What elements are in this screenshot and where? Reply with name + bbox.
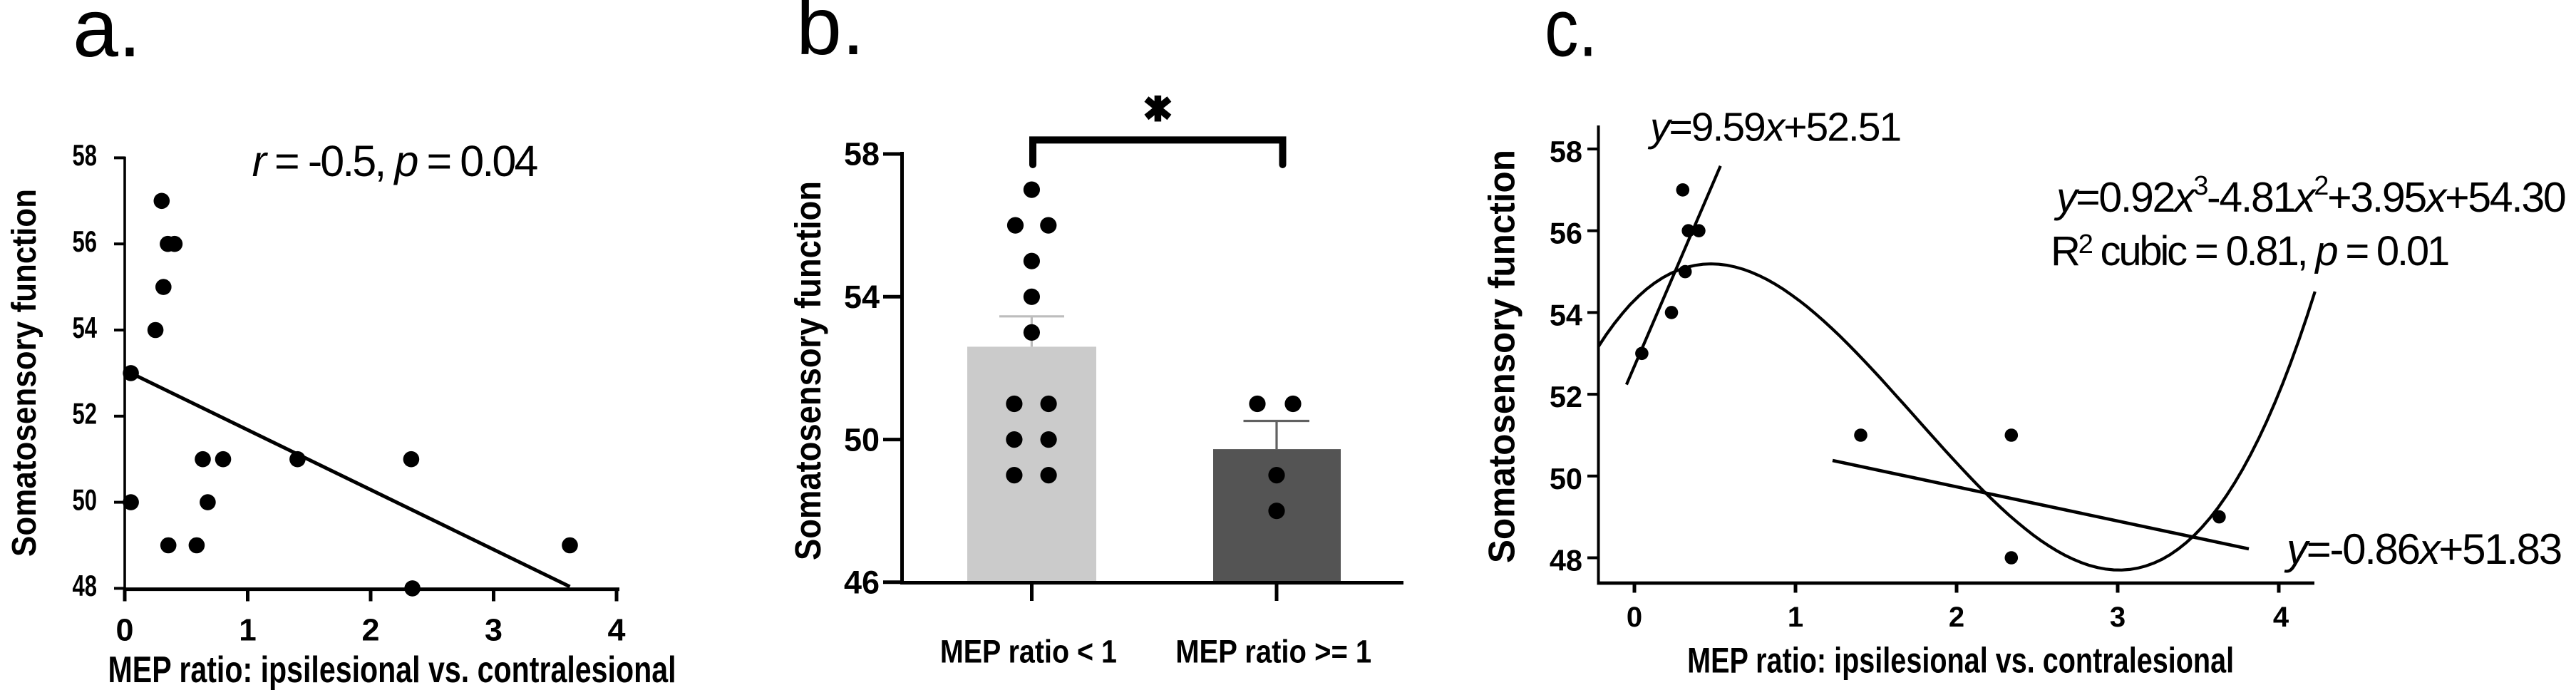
svg-text:58: 58 bbox=[73, 138, 98, 172]
svg-text:52: 52 bbox=[1550, 380, 1582, 413]
svg-text:0: 0 bbox=[116, 612, 134, 647]
svg-text:Somatosensory function: Somatosensory function bbox=[6, 189, 43, 557]
svg-text:54: 54 bbox=[844, 279, 880, 315]
svg-text:3: 3 bbox=[485, 612, 503, 647]
svg-text:0: 0 bbox=[1627, 602, 1642, 633]
svg-text:4: 4 bbox=[2273, 602, 2289, 633]
svg-text:2: 2 bbox=[1949, 602, 1964, 633]
svg-text:a.: a. bbox=[73, 0, 141, 74]
svg-text:MEP ratio: ipsilesional vs. co: MEP ratio: ipsilesional vs. contralesion… bbox=[108, 649, 676, 691]
svg-text:y=9.59x+52.51: y=9.59x+52.51 bbox=[1647, 105, 1900, 150]
svg-text:52: 52 bbox=[73, 397, 98, 431]
svg-text:54: 54 bbox=[73, 311, 98, 344]
svg-text:56: 56 bbox=[1550, 217, 1582, 250]
svg-text:46: 46 bbox=[844, 565, 880, 601]
svg-text:b.: b. bbox=[796, 0, 865, 72]
svg-text:Somatosensory function: Somatosensory function bbox=[788, 181, 828, 560]
svg-text:r = -0.5, p = 0.04: r = -0.5, p = 0.04 bbox=[252, 137, 538, 185]
svg-text:4: 4 bbox=[608, 612, 627, 647]
svg-text:48: 48 bbox=[73, 569, 98, 602]
svg-text:48: 48 bbox=[1550, 544, 1582, 577]
svg-text:58: 58 bbox=[1550, 135, 1582, 168]
svg-text:3: 3 bbox=[2110, 602, 2126, 633]
svg-text:58: 58 bbox=[844, 136, 880, 173]
svg-text:y=-0.86x+51.83: y=-0.86x+51.83 bbox=[2284, 525, 2561, 573]
svg-text:c.: c. bbox=[1545, 0, 1597, 74]
svg-text:MEP ratio >= 1: MEP ratio >= 1 bbox=[1175, 634, 1371, 670]
svg-text:50: 50 bbox=[1550, 462, 1582, 495]
svg-text:2: 2 bbox=[362, 612, 380, 647]
svg-text:50: 50 bbox=[844, 421, 880, 458]
svg-text:50: 50 bbox=[73, 483, 98, 516]
svg-text:56: 56 bbox=[73, 225, 98, 258]
svg-text:54: 54 bbox=[1550, 298, 1582, 331]
svg-text:R2 cubic = 0.81, p = 0.01: R2 cubic = 0.81, p = 0.01 bbox=[2051, 228, 2448, 274]
svg-text:1: 1 bbox=[1788, 602, 1803, 633]
svg-text:MEP ratio < 1: MEP ratio < 1 bbox=[940, 634, 1117, 670]
svg-text:y=0.92x3-4.81x2+3.95x+54.30: y=0.92x3-4.81x2+3.95x+54.30 bbox=[2054, 171, 2565, 221]
svg-text:1: 1 bbox=[239, 612, 256, 647]
svg-text:Somatosensory function: Somatosensory function bbox=[1481, 150, 1523, 563]
svg-text:MEP ratio: ipsilesional vs. co: MEP ratio: ipsilesional vs. contralesion… bbox=[1687, 641, 2234, 681]
